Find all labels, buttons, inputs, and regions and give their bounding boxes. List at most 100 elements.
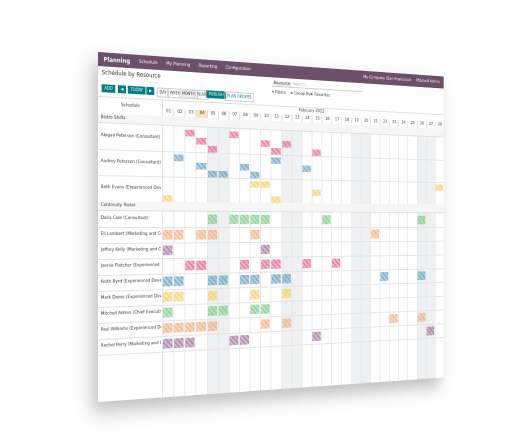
shift <box>174 276 184 287</box>
shift <box>261 244 271 255</box>
menu-item[interactable]: Schedule <box>139 59 158 66</box>
shift <box>250 229 260 240</box>
shift <box>218 170 228 178</box>
next-button[interactable]: ▶ <box>146 86 155 96</box>
resource-name: Jeffrey Kelly (Marketing and Community M… <box>100 247 162 253</box>
shift <box>417 215 426 225</box>
resource-name: Audrey Peterson (Consultant) <box>100 159 161 166</box>
shift <box>174 322 184 333</box>
user[interactable]: Mitchell Admin <box>416 78 440 85</box>
shift <box>207 145 217 153</box>
shift <box>240 334 250 345</box>
shift <box>271 147 281 155</box>
shift <box>250 304 260 315</box>
prev-button[interactable]: ◀ <box>117 85 127 94</box>
shift <box>312 331 321 342</box>
app-name[interactable]: Planning <box>103 55 131 65</box>
shift <box>261 319 271 329</box>
shift <box>426 326 435 336</box>
shift <box>174 291 184 302</box>
favorites[interactable]: Favorites <box>314 92 331 99</box>
shift <box>229 214 239 225</box>
shift <box>185 260 195 271</box>
shift <box>271 259 281 269</box>
group-by[interactable]: Group By <box>294 91 311 98</box>
favorites-menu[interactable]: ★ Favorites <box>310 92 331 99</box>
shift <box>250 214 260 225</box>
shift <box>322 215 331 225</box>
shift <box>332 258 341 268</box>
today-button[interactable]: TODAY <box>127 85 146 95</box>
shift <box>196 229 206 240</box>
shift <box>196 137 206 145</box>
shift <box>271 157 281 165</box>
shift <box>261 259 271 270</box>
shift <box>281 140 291 148</box>
shift <box>240 214 250 225</box>
shift <box>162 338 173 349</box>
gantt: Schedule February 2022 01 02 03 04 05 06 07 08 09 1… <box>98 97 444 402</box>
shift <box>240 274 250 285</box>
shift <box>207 170 217 178</box>
shift <box>240 259 250 270</box>
shift <box>196 162 206 170</box>
shift <box>207 306 217 316</box>
shift <box>218 275 228 286</box>
shift <box>185 337 195 348</box>
shift <box>196 321 206 332</box>
resource-name: Jennie Fletcher (Experienced Developer) <box>100 263 161 269</box>
shift <box>281 288 291 299</box>
menu-item[interactable]: Configuration <box>225 65 251 72</box>
page-title: Schedule by Resource <box>101 69 161 80</box>
shift <box>229 335 239 346</box>
shift <box>261 181 271 188</box>
shift <box>162 276 173 287</box>
shift <box>174 229 184 240</box>
menu-item[interactable]: Reporting <box>198 63 218 70</box>
shift <box>250 274 260 285</box>
shift <box>185 129 195 137</box>
shift <box>417 312 426 322</box>
shift <box>380 272 389 282</box>
filters[interactable]: Filters <box>275 90 286 96</box>
shift <box>261 304 271 314</box>
resource-name: Keith Byrd (Experienced Developer) <box>100 278 162 285</box>
shift <box>261 214 271 225</box>
shift <box>417 271 426 281</box>
shift <box>271 274 281 284</box>
shift <box>281 274 291 284</box>
shift <box>261 140 271 147</box>
shift <box>281 318 291 328</box>
shift <box>162 245 173 256</box>
shift <box>250 289 260 300</box>
resource-name: Beth Evans (Experienced Developer) <box>100 185 162 192</box>
search-facet[interactable]: Resource <box>272 81 292 87</box>
filter-menu[interactable]: ▾ Filters <box>272 90 286 96</box>
shift <box>207 214 217 225</box>
plan-button[interactable]: PLAN ORDERS <box>224 91 254 103</box>
publish-button[interactable]: PUBLISH <box>206 90 227 99</box>
day-column <box>434 128 444 388</box>
shift <box>207 229 217 240</box>
shift <box>250 181 260 188</box>
shift <box>162 291 173 302</box>
shift <box>218 305 228 316</box>
shift <box>435 184 444 191</box>
shift <box>185 322 195 333</box>
shift <box>174 338 184 349</box>
shift <box>174 154 184 162</box>
menu-item[interactable]: My Planning <box>166 61 191 68</box>
shift <box>312 149 321 157</box>
shift <box>229 131 239 139</box>
shift <box>196 260 206 271</box>
search-input[interactable]: Search... <box>292 82 309 88</box>
resource-name: Abigail Peterson (Consultant) <box>100 133 161 141</box>
groupby-menu[interactable]: ≡ Group By <box>290 91 311 98</box>
shift <box>162 323 173 334</box>
app-window: Planning Schedule My Planning Reporting … <box>98 52 444 402</box>
company[interactable]: My Company (San Francisco) <box>363 74 411 83</box>
add-button[interactable]: ADD <box>101 84 116 93</box>
shift <box>370 229 379 239</box>
shift <box>207 290 217 301</box>
